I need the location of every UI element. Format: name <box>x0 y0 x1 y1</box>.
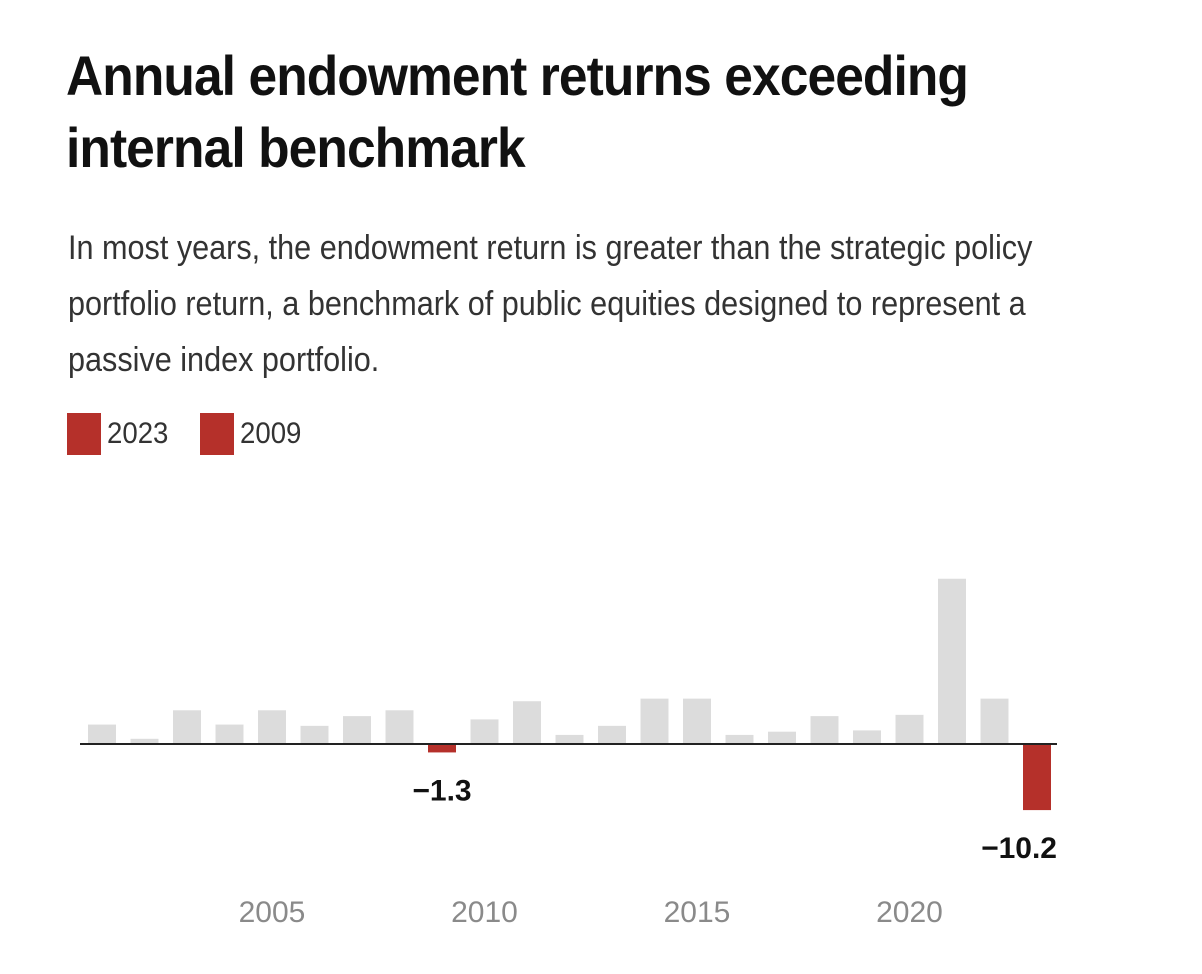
bar-2001 <box>88 724 116 744</box>
bar-2014 <box>640 698 669 744</box>
legend-item-2009: 2009 <box>199 413 307 455</box>
bar-2015 <box>683 698 711 744</box>
chart-subtitle: In most years, the endowment return is g… <box>68 229 1033 379</box>
bar-2010 <box>470 719 499 744</box>
legend-swatch-2023 <box>67 413 101 455</box>
x-tick-label-2015: 2015 <box>664 896 731 929</box>
bar-2012 <box>555 734 584 744</box>
bar-2017 <box>768 731 796 744</box>
bar-2023 <box>1023 744 1051 811</box>
bar-chart: −1.3 −10.2 2005 2010 2015 2020 <box>80 578 1057 929</box>
bar-2007 <box>343 716 371 744</box>
data-label-2023: −10.2 <box>981 832 1057 865</box>
x-tick-label-2020: 2020 <box>876 896 943 929</box>
bar-2004 <box>215 724 244 744</box>
bar-2011 <box>513 701 541 744</box>
bar-2005 <box>258 710 286 744</box>
bar-2013 <box>598 725 626 744</box>
bar-2020 <box>895 714 924 744</box>
bar-2016 <box>725 734 754 744</box>
x-tick-label-2010: 2010 <box>451 896 518 929</box>
bar-2018 <box>810 716 839 744</box>
bar-2002 <box>130 738 159 744</box>
bar-2008 <box>385 710 414 744</box>
chart-title: Annual endowment returns exceeding inter… <box>66 44 969 179</box>
legend-label-2023: 2023 <box>107 417 169 450</box>
bar-2021 <box>938 578 966 744</box>
bar-2022 <box>980 698 1009 744</box>
bar-2009 <box>428 744 456 753</box>
legend: 2023 2009 <box>67 412 333 456</box>
data-label-2009: −1.3 <box>412 774 471 807</box>
bar-2003 <box>173 710 201 744</box>
legend-item-2023: 2023 <box>67 413 174 455</box>
bar-2019 <box>853 730 881 744</box>
legend-swatch-2009 <box>199 413 234 455</box>
bar-2006 <box>300 725 329 744</box>
legend-label-2009: 2009 <box>239 417 302 450</box>
x-tick-label-2005: 2005 <box>239 896 306 929</box>
